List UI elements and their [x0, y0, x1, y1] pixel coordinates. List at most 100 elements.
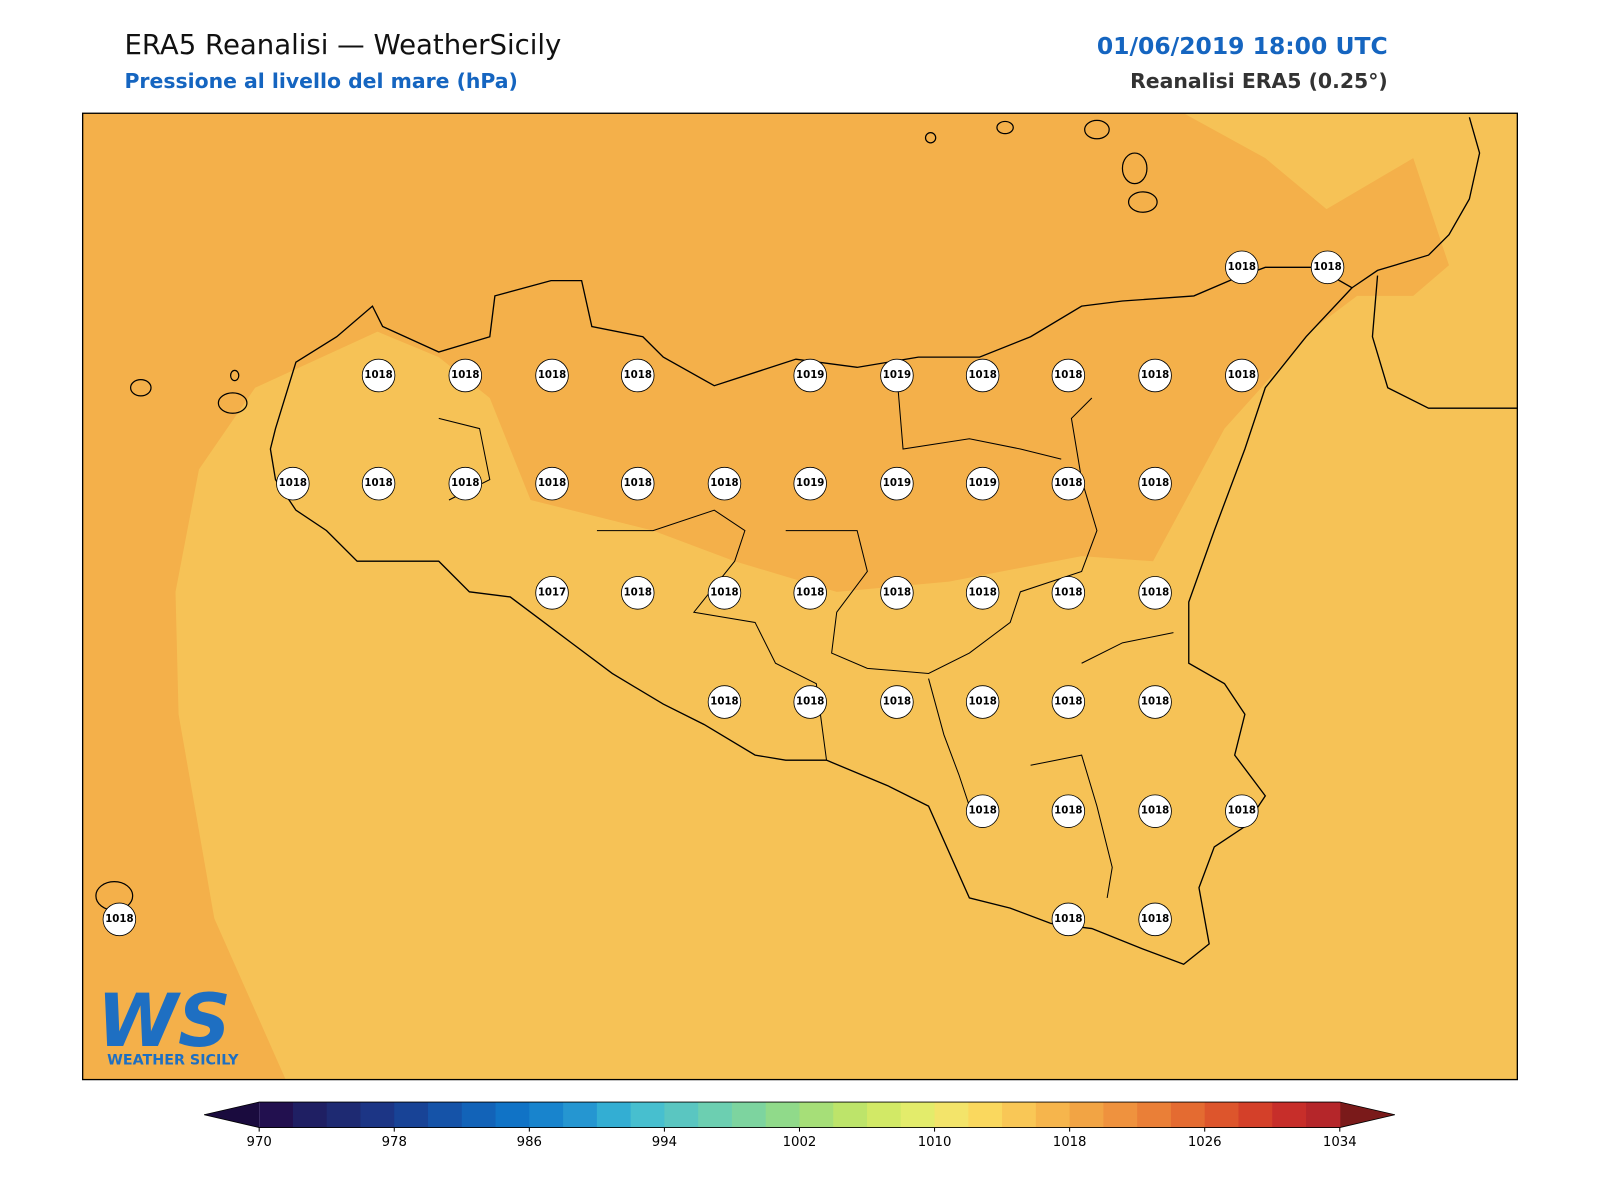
source: Reanalisi ERA5 (0.25°): [1130, 69, 1388, 93]
station: 1018: [276, 466, 310, 501]
station-value: 1018: [796, 587, 824, 598]
station: 1018: [1138, 358, 1172, 393]
colorbar-segment: [731, 1102, 767, 1128]
station: 1018: [965, 576, 1000, 610]
station: 1018: [880, 685, 914, 719]
station-marker: [965, 685, 1000, 719]
station-marker: [1138, 358, 1172, 393]
station-value: 1018: [796, 697, 824, 708]
colorbar-segment: [900, 1102, 936, 1128]
station-value: 1018: [1054, 478, 1082, 489]
colorbar-under: [204, 1102, 260, 1128]
station-value: 1018: [624, 478, 652, 489]
station-marker: [1225, 250, 1259, 285]
station-marker: [1138, 685, 1172, 719]
islands: [95, 119, 1158, 911]
colorbar-segment: [1272, 1102, 1307, 1128]
station-value: 1018: [968, 697, 996, 708]
station-marker: [880, 358, 914, 393]
station-marker: [965, 576, 1000, 610]
station-value: 1018: [710, 587, 738, 598]
station: 1018: [1138, 902, 1172, 937]
station-value: 1018: [1141, 697, 1169, 708]
station-marker: [535, 576, 569, 610]
title: ERA5 Reanalisi — WeatherSicily: [124, 29, 561, 61]
datetime: 01/06/2019 18:00 UTC: [1097, 32, 1388, 60]
colorbar-over: [1339, 1102, 1395, 1128]
station-value: 1018: [105, 914, 133, 925]
station-marker: [1138, 576, 1172, 610]
station-marker: [965, 466, 1000, 501]
station-marker: [1310, 250, 1345, 285]
station: 1018: [361, 466, 396, 501]
station-value: 1018: [968, 806, 996, 817]
colorbar-tick-label: 986: [517, 1135, 542, 1150]
station-marker: [276, 466, 310, 501]
station-marker: [880, 685, 914, 719]
station-value: 1018: [968, 587, 996, 598]
station-marker: [1051, 685, 1086, 719]
station-marker: [448, 466, 483, 501]
station: 1018: [880, 576, 914, 610]
subtitle: Pressione al livello del mare (hPa): [124, 69, 517, 93]
station-value: 1018: [1054, 914, 1082, 925]
station: 1018: [535, 358, 569, 393]
station: 1018: [965, 358, 1000, 393]
station: 1018: [1138, 794, 1172, 828]
station-marker: [793, 576, 827, 610]
colorbar-segment: [495, 1102, 530, 1128]
colorbar-segment: [867, 1102, 902, 1128]
station-marker: [102, 902, 137, 937]
station-value: 1018: [364, 478, 392, 489]
station: 1018: [1138, 685, 1172, 719]
colorbar-tick-label: 994: [652, 1135, 677, 1150]
station-value: 1018: [1228, 806, 1256, 817]
colorbar-segment: [461, 1102, 497, 1128]
station-marker: [535, 358, 569, 393]
station: 1018: [965, 685, 1000, 719]
station: 1018: [621, 466, 655, 501]
colorbar-segment: [428, 1102, 463, 1128]
station-marker: [793, 685, 827, 719]
station-marker: [880, 576, 914, 610]
colorbar-segment: [394, 1102, 429, 1128]
station: 1018: [1051, 902, 1086, 937]
station-value: 1019: [883, 370, 911, 381]
station-marker: [707, 685, 742, 719]
station-value: 1018: [538, 370, 566, 381]
colorbar-segment: [1204, 1102, 1239, 1128]
station: 1019: [965, 466, 1000, 501]
station: 1018: [448, 466, 483, 501]
colorbar-tick-label: 970: [247, 1135, 272, 1150]
station-marker: [621, 358, 655, 393]
pressure-field: [175, 113, 1518, 1080]
station: 1018: [102, 902, 137, 937]
station-marker: [1051, 902, 1086, 937]
station: 1019: [880, 466, 914, 501]
station-value: 1018: [451, 370, 479, 381]
station-marker: [1051, 794, 1086, 828]
station-marker: [965, 794, 1000, 828]
station: 1018: [621, 358, 655, 393]
colorbar-segment: [1035, 1102, 1071, 1128]
station-marker: [1225, 794, 1259, 828]
station-value: 1018: [1054, 697, 1082, 708]
station-marker: [793, 466, 827, 501]
station-value: 1019: [796, 478, 824, 489]
station: 1018: [1225, 250, 1259, 285]
colorbar-segment: [259, 1102, 294, 1128]
colorbar-tick-label: 1010: [918, 1135, 952, 1150]
colorbar-tick-label: 1034: [1323, 1135, 1357, 1150]
station: 1018: [448, 358, 483, 393]
station-value: 1018: [279, 478, 307, 489]
station-value: 1018: [968, 370, 996, 381]
station: 1018: [1051, 576, 1086, 610]
station-value: 1018: [451, 478, 479, 489]
colorbar-segment: [765, 1102, 800, 1128]
station-value: 1018: [710, 697, 738, 708]
station-marker: [1138, 794, 1172, 828]
station-marker: [361, 466, 396, 501]
stations: 1018 1018 1018 1018 1018 1018 1019 1019 1018 1018…: [102, 250, 1345, 937]
station-value: 1019: [968, 478, 996, 489]
